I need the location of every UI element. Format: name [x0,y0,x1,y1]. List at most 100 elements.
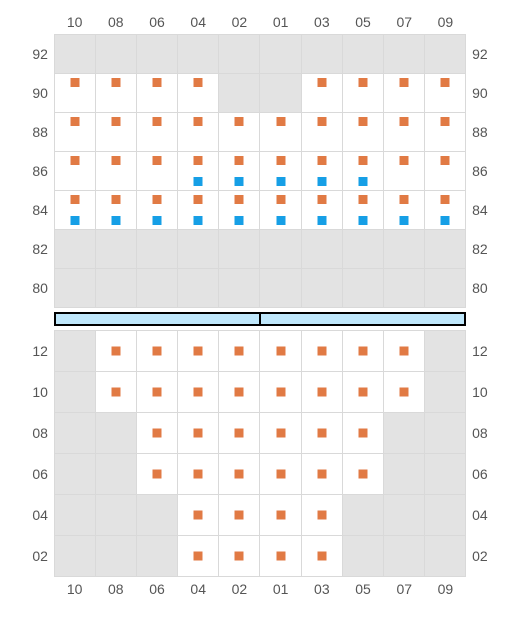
seat-cell[interactable] [219,454,260,495]
marker-orange [276,156,285,165]
seat-cell[interactable] [137,152,178,191]
seat-cell[interactable] [219,372,260,413]
seat-cell[interactable] [178,331,219,372]
seat-cell[interactable] [137,372,178,413]
seat-cell[interactable] [260,495,301,536]
seat-cell[interactable] [343,191,384,230]
seat-cell[interactable] [96,372,137,413]
seat-cell[interactable] [384,372,425,413]
seat-cell[interactable] [343,74,384,113]
empty-cell [55,413,96,454]
marker-orange [399,347,408,356]
seat-cell[interactable] [384,74,425,113]
row-label: 82 [10,230,48,269]
seat-cell[interactable] [343,331,384,372]
empty-cell [137,269,178,308]
seat-cell[interactable] [96,331,137,372]
seat-cell[interactable] [55,191,96,230]
seat-cell[interactable] [343,413,384,454]
marker-orange [358,117,367,126]
seat-cell[interactable] [137,413,178,454]
seat-cell[interactable] [178,191,219,230]
row-label: 10 [472,371,510,412]
empty-cell [425,331,466,372]
seat-cell[interactable] [384,191,425,230]
seat-cell[interactable] [302,331,343,372]
seat-cell[interactable] [137,191,178,230]
seat-cell[interactable] [96,152,137,191]
empty-cell [384,454,425,495]
seat-cell[interactable] [219,152,260,191]
seat-cell[interactable] [178,113,219,152]
seat-cell[interactable] [425,152,466,191]
seat-cell[interactable] [425,191,466,230]
empty-cell [96,35,137,74]
seat-cell[interactable] [178,454,219,495]
empty-cell [55,269,96,308]
seat-cell[interactable] [260,152,301,191]
seat-cell[interactable] [425,113,466,152]
seat-cell[interactable] [260,113,301,152]
upper-grid [54,34,466,308]
seat-cell[interactable] [384,113,425,152]
seat-cell[interactable] [219,113,260,152]
seat-cell[interactable] [55,152,96,191]
marker-orange [153,470,162,479]
marker-orange [440,117,449,126]
seat-cell[interactable] [425,74,466,113]
marker-orange [276,195,285,204]
empty-cell [137,495,178,536]
seat-cell[interactable] [302,191,343,230]
seat-cell[interactable] [260,191,301,230]
empty-cell [96,454,137,495]
seat-cell[interactable] [343,454,384,495]
seat-cell[interactable] [219,413,260,454]
seat-cell[interactable] [178,495,219,536]
marker-orange [276,511,285,520]
seat-cell[interactable] [219,495,260,536]
seat-cell[interactable] [96,74,137,113]
seat-cell[interactable] [302,495,343,536]
seat-cell[interactable] [178,152,219,191]
seat-cell[interactable] [302,372,343,413]
seat-cell[interactable] [384,331,425,372]
top-column-labels: 10080604020103050709 [54,10,466,34]
seat-cell[interactable] [302,454,343,495]
seat-cell[interactable] [178,74,219,113]
seat-cell[interactable] [219,331,260,372]
seat-cell[interactable] [178,536,219,577]
seat-cell[interactable] [260,331,301,372]
seat-cell[interactable] [219,191,260,230]
empty-cell [343,536,384,577]
seat-cell[interactable] [260,536,301,577]
seat-cell[interactable] [343,372,384,413]
seat-cell[interactable] [260,454,301,495]
marker-orange [194,429,203,438]
seat-cell[interactable] [55,74,96,113]
seat-cell[interactable] [260,413,301,454]
seat-cell[interactable] [96,191,137,230]
seat-cell[interactable] [343,113,384,152]
seat-cell[interactable] [137,113,178,152]
row-label: 80 [10,269,48,308]
seat-cell[interactable] [302,413,343,454]
marker-orange [194,347,203,356]
seat-cell[interactable] [260,372,301,413]
empty-cell [260,74,301,113]
seat-cell[interactable] [55,113,96,152]
seat-cell[interactable] [178,413,219,454]
seat-cell[interactable] [137,331,178,372]
seat-cell[interactable] [302,152,343,191]
seat-cell[interactable] [302,113,343,152]
marker-orange [194,470,203,479]
seat-cell[interactable] [137,74,178,113]
seat-cell[interactable] [219,536,260,577]
seat-cell[interactable] [302,536,343,577]
seat-cell[interactable] [137,454,178,495]
seat-cell[interactable] [178,372,219,413]
seat-cell[interactable] [343,152,384,191]
seat-cell[interactable] [302,74,343,113]
marker-orange [235,552,244,561]
seat-cell[interactable] [384,152,425,191]
seat-cell[interactable] [96,113,137,152]
